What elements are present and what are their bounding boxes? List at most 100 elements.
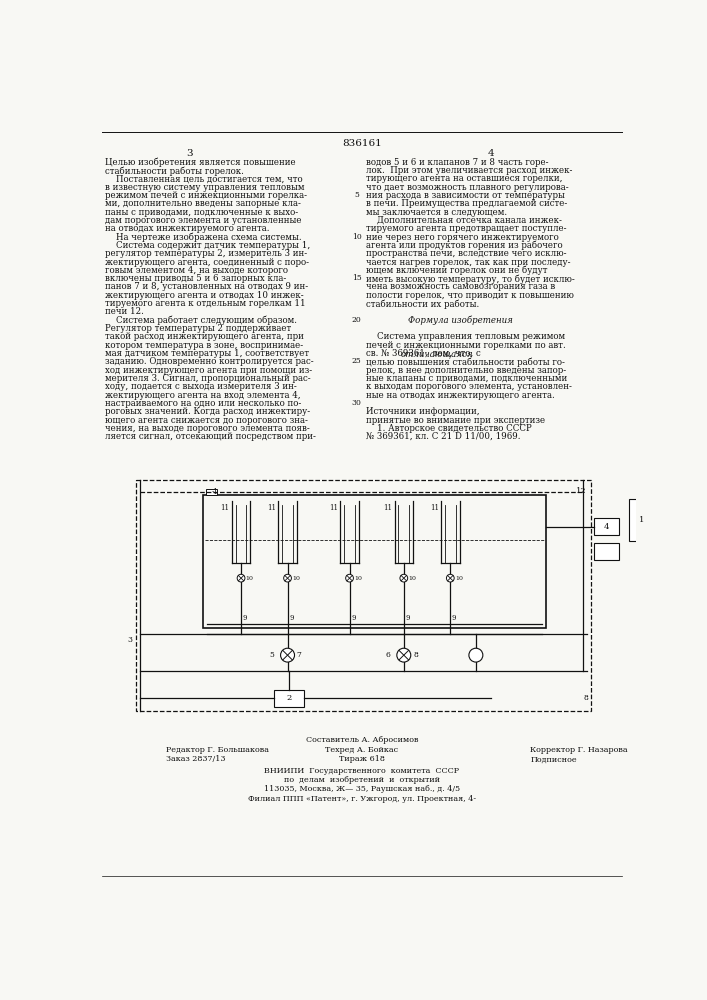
Text: к выходам порогового элемента, установлен-: к выходам порогового элемента, установле… [366, 382, 572, 391]
Text: Филиал ППП «Патент», г. Ужгород, ул. Проектная, 4-: Филиал ППП «Патент», г. Ужгород, ул. Про… [248, 795, 476, 803]
Text: 6: 6 [386, 651, 391, 659]
Text: паны с приводами, подключенные к выхо-: паны с приводами, подключенные к выхо- [105, 208, 298, 217]
Text: 10: 10 [409, 576, 416, 581]
Text: ВНИИПИ  Государственного  комитета  СССР: ВНИИПИ Государственного комитета СССР [264, 767, 460, 775]
Text: чения, на выходе порогового элемента появ-: чения, на выходе порогового элемента поя… [105, 424, 310, 433]
Text: в известную систему управления тепловым: в известную систему управления тепловым [105, 183, 305, 192]
Text: Дополнительная отсечка канала инжек-: Дополнительная отсечка канала инжек- [366, 216, 561, 225]
Text: 10: 10 [354, 576, 362, 581]
Text: 10: 10 [292, 576, 300, 581]
Circle shape [284, 574, 291, 582]
Text: Подписное: Подписное [530, 755, 577, 763]
Text: чена возможность самовозгорания газа в: чена возможность самовозгорания газа в [366, 282, 555, 291]
Circle shape [446, 574, 454, 582]
Text: чается нагрев горелок, так как при последу-: чается нагрев горелок, так как при после… [366, 258, 571, 267]
Text: 1: 1 [639, 516, 644, 524]
Text: пространства печи, вследствие чего исклю-: пространства печи, вследствие чего исклю… [366, 249, 566, 258]
Text: мая датчиком температуры 1, соответствует: мая датчиком температуры 1, соответствуе… [105, 349, 310, 358]
Text: Целью изобретения является повышение: Целью изобретения является повышение [105, 158, 296, 167]
Text: 25: 25 [351, 357, 361, 365]
Text: 8: 8 [413, 651, 418, 659]
Bar [274, 690, 304, 707]
Text: 3: 3 [186, 149, 192, 158]
Text: ные на отводах инжектирующего агента.: ные на отводах инжектирующего агента. [366, 391, 554, 400]
Text: Составитель А. Абросимов: Составитель А. Абросимов [305, 736, 419, 744]
Circle shape [397, 648, 411, 662]
Text: ние через него горячего инжектируемого: ние через него горячего инжектируемого [366, 233, 559, 242]
Text: печи 12.: печи 12. [105, 307, 144, 316]
Text: 12: 12 [576, 487, 587, 495]
Text: ляется сигнал, отсекающий посредством при-: ляется сигнал, отсекающий посредством пр… [105, 432, 316, 441]
Text: 9: 9 [405, 614, 410, 622]
Text: Система содержит датчик температуры 1,: Система содержит датчик температуры 1, [105, 241, 310, 250]
Text: жектирующего агента на вход элемента 4,: жектирующего агента на вход элемента 4, [105, 391, 301, 400]
Text: 11: 11 [430, 504, 438, 512]
Text: котором температура в зоне, воспринимае-: котором температура в зоне, воспринимае- [105, 341, 303, 350]
Text: ния расхода в зависимости от температуры: ния расхода в зависимости от температуры [366, 191, 565, 200]
Text: стабильности их работы.: стабильности их работы. [366, 299, 479, 309]
Text: Формула изобретения: Формула изобретения [409, 316, 513, 325]
Text: печей с инжекционными горелками по авт.: печей с инжекционными горелками по авт. [366, 341, 566, 350]
Text: режимом печей с инжекционными горелка-: режимом печей с инжекционными горелка- [105, 191, 308, 200]
Text: 7: 7 [297, 651, 302, 659]
Circle shape [281, 648, 295, 662]
Text: тируемого агента к отдельным горелкам 11: тируемого агента к отдельным горелкам 11 [105, 299, 306, 308]
Text: мерителя 3. Сигнал, пропорциональный рас-: мерителя 3. Сигнал, пропорциональный рас… [105, 374, 311, 383]
Bar [203, 495, 546, 628]
Bar [206, 489, 217, 495]
Text: 11: 11 [383, 504, 392, 512]
Text: 113035, Москва, Ж— 35, Раушская наб., д. 4/5: 113035, Москва, Ж— 35, Раушская наб., д.… [264, 785, 460, 793]
Text: 5: 5 [354, 191, 359, 199]
Text: иметь высокую температуру, то будет исклю-: иметь высокую температуру, то будет искл… [366, 274, 575, 284]
Text: 1. Авторское свидетельство СССР: 1. Авторское свидетельство СССР [366, 424, 532, 433]
Text: На чертеже изображена схема системы.: На чертеже изображена схема системы. [105, 233, 302, 242]
Text: -1: -1 [211, 488, 218, 496]
Text: 836161: 836161 [342, 139, 382, 148]
Bar [136, 480, 590, 711]
Text: тем, что, с: тем, что, с [430, 349, 481, 358]
Text: Система работает следующим образом.: Система работает следующим образом. [105, 316, 298, 325]
Bar [595, 518, 619, 535]
Text: жектирующего агента, соединенный с поро-: жектирующего агента, соединенный с поро- [105, 258, 310, 267]
Text: лок.  При этом увеличивается расход инжек-: лок. При этом увеличивается расход инжек… [366, 166, 572, 175]
Text: 10: 10 [246, 576, 254, 581]
Text: роговых значений. Когда расход инжектиру-: роговых значений. Когда расход инжектиру… [105, 407, 310, 416]
Text: в печи. Преимущества предлагаемой систе-: в печи. Преимущества предлагаемой систе- [366, 199, 567, 208]
Text: 30: 30 [351, 399, 361, 407]
Text: заданию. Одновременно контролируется рас-: заданию. Одновременно контролируется рас… [105, 357, 314, 366]
Text: ход инжектирующего агента при помощи из-: ход инжектирующего агента при помощи из- [105, 366, 312, 375]
Text: тирующего агента на оставшиеся горелки,: тирующего агента на оставшиеся горелки, [366, 174, 562, 183]
Text: регулятор температуры 2, измеритель 3 ин-: регулятор температуры 2, измеритель 3 ин… [105, 249, 308, 258]
Text: 20: 20 [351, 316, 361, 324]
Text: Система управления тепловым режимом: Система управления тепловым режимом [366, 332, 565, 341]
Text: жектирующего агента и отводах 10 инжек-: жектирующего агента и отводах 10 инжек- [105, 291, 304, 300]
Circle shape [469, 648, 483, 662]
Text: 9: 9 [243, 614, 247, 622]
Text: включены приводы 5 и 6 запорных кла-: включены приводы 5 и 6 запорных кла- [105, 274, 286, 283]
Text: релок, в нее дополнительно введены запор-: релок, в нее дополнительно введены запор… [366, 366, 566, 375]
Text: 8: 8 [583, 694, 588, 702]
Circle shape [400, 574, 408, 582]
Text: отличающаяся: отличающаяся [400, 349, 473, 358]
Text: Техред А. Бойкас: Техред А. Бойкас [325, 746, 399, 754]
Text: Поставленная цель достигается тем, что: Поставленная цель достигается тем, что [105, 174, 303, 183]
Bar [629, 499, 654, 541]
Text: что дает возможность плавного регулирова-: что дает возможность плавного регулирова… [366, 183, 568, 192]
Text: 5: 5 [269, 651, 274, 659]
Text: 10: 10 [351, 233, 361, 241]
Text: Заказ 2837/13: Заказ 2837/13 [166, 755, 226, 763]
Text: ми, дополнительно введены запорные кла-: ми, дополнительно введены запорные кла- [105, 199, 301, 208]
Text: такой расход инжектирующего агента, при: такой расход инжектирующего агента, при [105, 332, 304, 341]
Circle shape [346, 574, 354, 582]
Text: полости горелок, что приводит к повышению: полости горелок, что приводит к повышени… [366, 291, 573, 300]
Text: 11: 11 [221, 504, 230, 512]
Text: водов 5 и 6 и клапанов 7 и 8 часть горе-: водов 5 и 6 и клапанов 7 и 8 часть горе- [366, 158, 549, 167]
Text: ные клапаны с приводами, подключенными: ные клапаны с приводами, подключенными [366, 374, 567, 383]
Text: Тираж 618: Тираж 618 [339, 755, 385, 763]
Text: целью повышения стабильности работы го-: целью повышения стабильности работы го- [366, 357, 565, 367]
Text: по  делам  изобретений  и  открытий: по делам изобретений и открытий [284, 776, 440, 784]
Text: № 369361, кл. С 21 D 11/00, 1969.: № 369361, кл. С 21 D 11/00, 1969. [366, 432, 520, 441]
Text: стабильности работы горелок.: стабильности работы горелок. [105, 166, 245, 176]
Text: Редактор Г. Большакова: Редактор Г. Большакова [166, 746, 269, 754]
Text: св. № 369361,: св. № 369361, [366, 349, 431, 358]
